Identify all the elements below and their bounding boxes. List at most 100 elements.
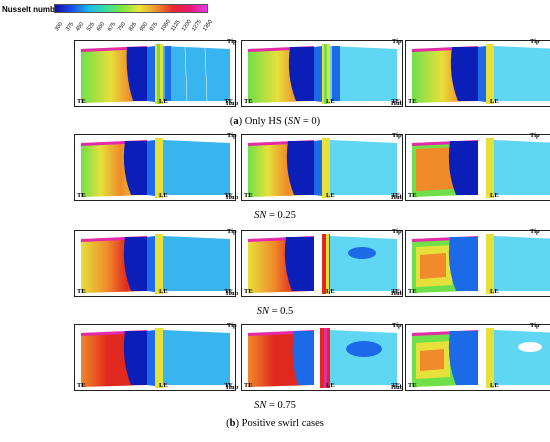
colorbar-tick-label: 1275: [191, 18, 204, 33]
blade-panel: TE LE TE: [74, 324, 236, 391]
nusselt-contour: [242, 325, 402, 390]
row-only-hs: TE LE TE Tip Hub TE LE TE Tip Hub: [0, 38, 550, 158]
te-label: TE: [77, 382, 86, 389]
te-label: TE: [244, 382, 253, 389]
colorbar-tick-label: 1200: [180, 18, 193, 33]
blade-panel: TE LE TE: [74, 230, 236, 297]
blade-panel: TE LE TE: [405, 134, 550, 201]
row-sn-05: TE LE TE Tip Hub TE LE TE Tip Hub: [0, 228, 550, 318]
colorbar-tick-label: 900: [138, 21, 149, 33]
colorbar-tick-label: 825: [128, 21, 139, 33]
hub-label: Hub: [226, 100, 239, 107]
le-label: LE: [490, 98, 499, 105]
le-label: LE: [159, 98, 168, 105]
blade-panel: TE LE TE: [74, 134, 236, 201]
tip-label: Tip: [530, 38, 540, 45]
te-label: TE: [77, 288, 86, 295]
le-label: LE: [159, 382, 168, 389]
tip-label: Tip: [392, 322, 402, 329]
colorbar-tick-label: 1125: [170, 19, 182, 33]
tip-label: Tip: [392, 38, 402, 45]
hub-label: Hub: [391, 194, 404, 201]
tip-label: Tip: [227, 38, 237, 45]
blade-panel: TE LE TE: [405, 40, 550, 107]
row-sn-025: TE LE TE Tip Hub TE LE TE Tip Hub TE: [0, 132, 550, 222]
nusselt-contour: [242, 41, 402, 106]
caption-sn-05: SN = 0.5: [256, 306, 294, 317]
nusselt-contour: [75, 325, 235, 390]
colorbar-tick-label: 975: [149, 21, 160, 33]
colorbar-tick-label: 1350: [202, 18, 214, 33]
nusselt-contour: [75, 41, 235, 106]
blade-panel: TE LE TE: [241, 324, 403, 391]
le-label: LE: [326, 288, 335, 295]
tip-label: Tip: [227, 132, 237, 139]
te-label: TE: [224, 382, 233, 389]
tip-label: Tip: [227, 228, 237, 235]
colorbar-ticks: 300 375 450 525 600 675 750 825 900 975 1050 1125 12…: [54, 15, 214, 35]
le-label: LE: [326, 382, 335, 389]
tip-label: Tip: [530, 228, 540, 235]
legend-title: Nusselt number: [2, 5, 63, 14]
caption-b: (b) Positive swirl cases: [226, 418, 324, 429]
blade-panel: TE LE TE: [241, 230, 403, 297]
nusselt-contour: [242, 231, 402, 296]
te-label: TE: [244, 98, 253, 105]
colorbar-tick-label: 450: [75, 21, 86, 33]
colorbar-tick-label: 600: [96, 21, 107, 33]
te-label: TE: [408, 192, 417, 199]
te-label: TE: [244, 192, 253, 199]
hub-label: Hub: [226, 194, 239, 201]
row-sn-075: TE LE TE Tip Hub TE LE TE Tip Hub: [0, 322, 550, 412]
hub-label: Hub: [226, 290, 239, 297]
hub-label: Hub: [391, 384, 404, 391]
tip-label: Tip: [392, 132, 402, 139]
colorbar-tick-label: 1050: [159, 18, 172, 33]
tip-label: Tip: [530, 322, 540, 329]
le-label: LE: [159, 288, 168, 295]
blade-panel: TE LE TE: [241, 134, 403, 201]
nusselt-contour: [406, 325, 550, 390]
te-label: TE: [391, 288, 400, 295]
tip-label: Tip: [530, 132, 540, 139]
hub-label: Hub: [391, 100, 404, 107]
colorbar-tick-label: 300: [54, 21, 65, 33]
le-label: LE: [326, 192, 335, 199]
colorbar-tick-label: 675: [106, 21, 118, 33]
nusselt-contour: [75, 135, 235, 200]
blade-panel: TE LE TE: [241, 40, 403, 107]
nusselt-contour: [406, 41, 550, 106]
colorbar: [54, 4, 208, 13]
blade-panel: TE LE TE: [74, 40, 236, 107]
nusselt-contour: [242, 135, 402, 200]
nusselt-contour: [406, 135, 550, 200]
tip-label: Tip: [227, 322, 237, 329]
colorbar-tick-label: 750: [117, 21, 128, 33]
caption-sn-025: SN = 0.25: [254, 210, 296, 221]
te-label: TE: [408, 382, 417, 389]
caption-sn-075: SN = 0.75: [254, 400, 296, 411]
nusselt-contour: [75, 231, 235, 296]
hub-label: Hub: [226, 384, 239, 391]
te-label: TE: [391, 98, 400, 105]
hub-label: Hub: [391, 290, 404, 297]
te-label: TE: [391, 382, 400, 389]
le-label: LE: [490, 288, 499, 295]
caption-a: (a) Only HS (SN = 0): [229, 116, 321, 127]
te-label: TE: [224, 98, 233, 105]
te-label: TE: [244, 288, 253, 295]
le-label: LE: [159, 192, 168, 199]
colorbar-tick-label: 525: [85, 21, 96, 33]
tip-label: Tip: [392, 228, 402, 235]
blade-panel: TE LE TE: [405, 230, 550, 297]
te-label: TE: [77, 192, 86, 199]
blade-panel: TE LE TE: [405, 324, 550, 391]
le-label: LE: [490, 382, 499, 389]
te-label: TE: [408, 288, 417, 295]
colorbar-tick-label: 375: [64, 21, 75, 33]
te-label: TE: [391, 192, 400, 199]
nusselt-contour: [406, 231, 550, 296]
te-label: TE: [224, 288, 233, 295]
le-label: LE: [490, 192, 499, 199]
le-label: LE: [326, 98, 335, 105]
